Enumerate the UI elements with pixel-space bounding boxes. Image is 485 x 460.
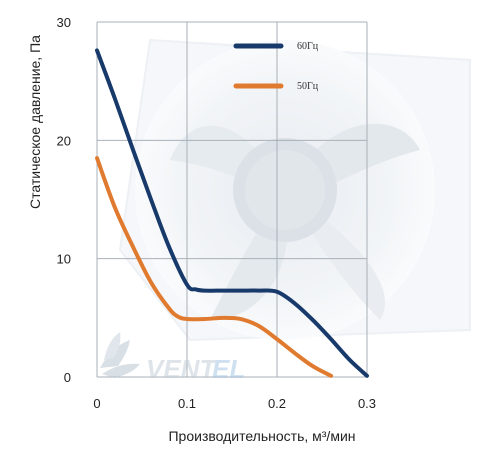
x-tick-label: 0.3 [358, 396, 376, 411]
legend-label-0: 60Гц [297, 41, 319, 52]
legend-label-1: 50Гц [297, 81, 319, 92]
y-tick-label: 0 [64, 370, 71, 385]
chart-series [95, 48, 369, 378]
x-axis-label: Производительность, м³/мин [168, 428, 355, 444]
y-tick-label: 30 [57, 15, 71, 30]
series-line-1 [95, 156, 333, 378]
ventel-logo-watermark: VENT EL [100, 332, 245, 384]
x-tick-label: 0.1 [178, 396, 196, 411]
chart-axes: 0 0.1 0.2 0.3 0 10 20 30 [57, 15, 377, 411]
watermark-text-main: VENT [146, 354, 217, 384]
y-axis-label: Статическое давление, Па [27, 35, 43, 209]
fan-background-image [118, 38, 471, 342]
chart-legend: 60Гц 50Гц [233, 41, 319, 92]
series-line-0 [95, 48, 369, 378]
fan-swoosh-icon [100, 332, 140, 378]
y-tick-label: 20 [57, 133, 71, 148]
watermark-text-accent: EL [212, 354, 245, 384]
y-tick-label: 10 [57, 252, 71, 267]
x-tick-label: 0 [93, 396, 100, 411]
x-tick-label: 0.2 [268, 396, 286, 411]
